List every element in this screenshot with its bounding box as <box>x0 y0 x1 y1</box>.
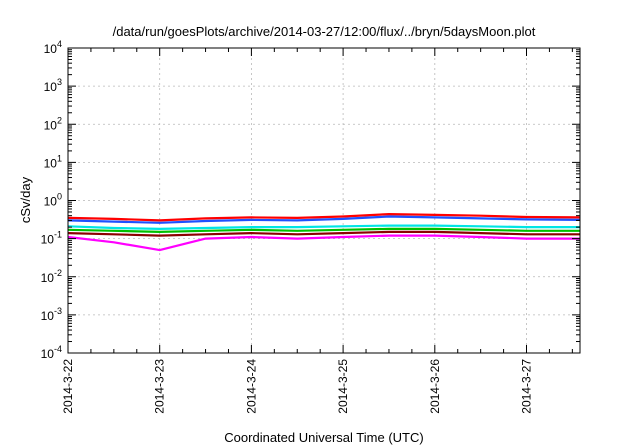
series-line-2 <box>67 227 580 233</box>
x-tick-label: 2014-3-26 <box>428 359 442 414</box>
y-tick-label: 101 <box>44 153 62 170</box>
y-tick-label: 10-1 <box>41 230 62 247</box>
y-tick-label: 10-2 <box>41 268 62 285</box>
x-tick-label: 2014-3-27 <box>520 359 534 414</box>
y-tick-label: 10-3 <box>41 306 62 323</box>
x-tick-label: 2014-3-24 <box>244 359 258 414</box>
x-axis: 2014-3-22 2014-3-23 2014-3-24 2014-3-25 2014… <box>61 48 573 414</box>
y-tick-label: 10-4 <box>41 344 62 361</box>
series-group <box>67 213 581 252</box>
series-line-3 <box>67 224 580 230</box>
y-tick-label: 100 <box>44 192 62 209</box>
x-tick-label: 2014-3-23 <box>153 359 167 414</box>
series-line-4 <box>67 213 581 222</box>
y-axis: 10-4 10-3 10-2 10-1 100 101 102 103 104 <box>41 39 580 361</box>
series-line-1 <box>67 230 580 237</box>
x-tick-label: 2014-3-25 <box>336 359 350 414</box>
series-line-5 <box>67 215 581 224</box>
x-axis-label: Coordinated Universal Time (UTC) <box>224 430 423 445</box>
series-line-0 <box>67 234 580 252</box>
x-tick-label: 2014-3-22 <box>61 359 75 414</box>
y-tick-label: 102 <box>44 115 62 132</box>
y-tick-label: 103 <box>44 77 62 94</box>
y-tick-label: 104 <box>44 39 62 56</box>
y-axis-label: cSv/day <box>18 176 33 223</box>
chart-title: /data/run/goesPlots/archive/2014-03-27/1… <box>113 24 536 39</box>
grid-lines <box>68 48 580 353</box>
